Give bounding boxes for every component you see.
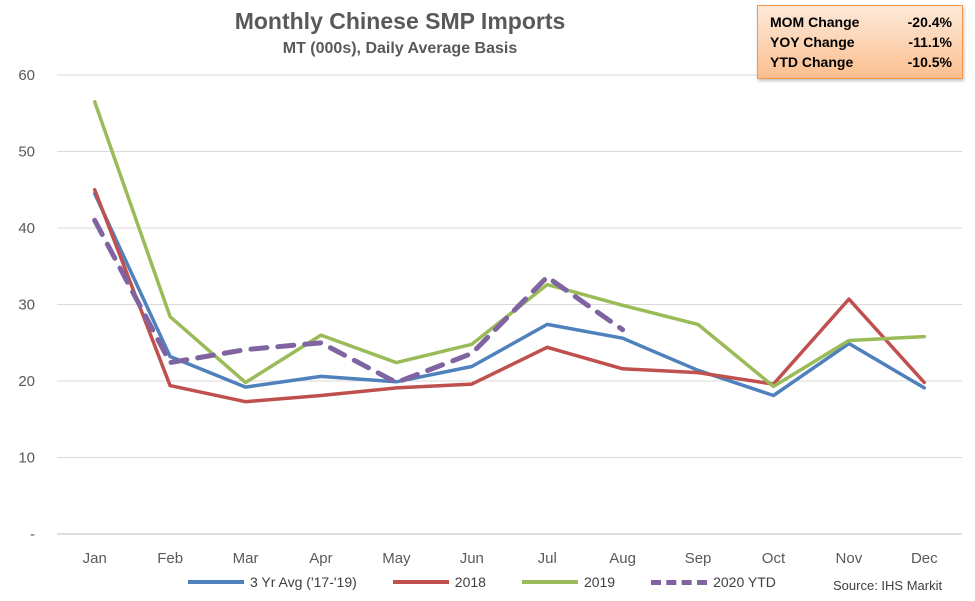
- mom-change-label: MOM Change: [770, 14, 860, 30]
- legend-item-2020-ytd: 2020 YTD: [651, 574, 776, 590]
- yoy-change-value: -11.1%: [908, 34, 952, 50]
- legend-swatch-2018: [392, 580, 449, 584]
- series-line-1: [92, 188, 927, 404]
- mom-change-row: MOM Change -20.4%: [770, 12, 952, 32]
- legend-swatch-2020-ytd: [651, 579, 708, 585]
- x-tick-label: Jul: [538, 550, 557, 567]
- legend-swatch-3yr-avg: [188, 580, 244, 584]
- legend-swatch-2019: [521, 580, 578, 584]
- y-tick-label: 60: [18, 67, 35, 84]
- ytd-change-label: YTD Change: [770, 54, 854, 70]
- x-tick-label: Dec: [911, 550, 938, 567]
- legend-label-2019: 2019: [583, 574, 616, 590]
- source-note: Source: IHS Markit: [833, 578, 943, 593]
- yoy-change-label: YOY Change: [770, 34, 855, 50]
- change-summary-box: MOM Change -20.4% YOY Change -11.1% YTD …: [757, 5, 963, 79]
- x-tick-label: Nov: [836, 550, 863, 567]
- x-tick-label: Mar: [233, 550, 259, 567]
- x-tick-label: May: [382, 550, 411, 567]
- series-line-2: [92, 100, 927, 389]
- y-tick-label: 50: [18, 144, 35, 161]
- chart-subtitle: MT (000s), Daily Average Basis: [282, 40, 518, 57]
- series-line-3: [92, 217, 626, 385]
- legend-label-2018: 2018: [454, 574, 486, 590]
- legend-label-2020-ytd: 2020 YTD: [713, 574, 776, 590]
- y-tick-label: -: [30, 526, 35, 543]
- x-tick-label: Apr: [309, 550, 332, 567]
- series-line-0: [92, 191, 927, 398]
- y-tick-label: 20: [18, 373, 35, 390]
- x-tick-label: Oct: [762, 550, 786, 567]
- chart-legend: 3 Yr Avg ('17-'19) 2018 2019 2020 YTD: [188, 574, 812, 590]
- legend-item-2019: 2019: [521, 574, 616, 590]
- y-tick-label: 10: [18, 450, 35, 467]
- x-tick-label: Aug: [609, 550, 636, 567]
- ytd-change-value: -10.5%: [907, 54, 952, 70]
- mom-change-value: -20.4%: [907, 14, 952, 30]
- legend-item-2018: 2018: [392, 574, 486, 590]
- y-tick-label: 40: [18, 220, 35, 237]
- chart-title: Monthly Chinese SMP Imports: [234, 8, 566, 34]
- legend-item-3yr-avg: 3 Yr Avg ('17-'19): [188, 574, 357, 590]
- x-tick-label: Sep: [685, 550, 712, 567]
- ytd-change-row: YTD Change -10.5%: [770, 52, 952, 72]
- legend-label-3yr-avg: 3 Yr Avg ('17-'19): [250, 574, 357, 590]
- x-tick-label: Feb: [157, 550, 183, 567]
- y-tick-label: 30: [18, 297, 35, 314]
- x-tick-label: Jan: [83, 550, 107, 567]
- yoy-change-row: YOY Change -11.1%: [770, 32, 952, 52]
- x-tick-label: Jun: [460, 550, 484, 567]
